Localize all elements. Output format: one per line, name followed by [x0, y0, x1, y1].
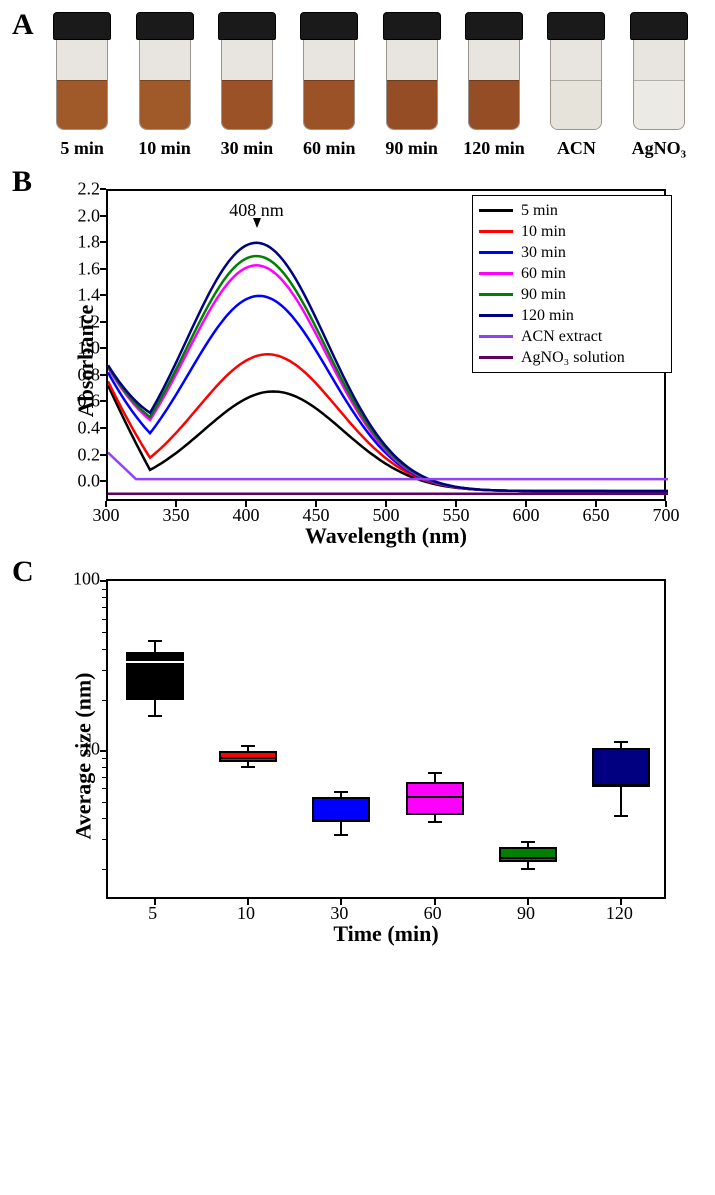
x-tick: 600: [513, 505, 540, 526]
y-tick: 0.0: [40, 471, 100, 492]
y-tick: 2.2: [40, 179, 100, 200]
x-tick: 400: [233, 505, 260, 526]
x-tick: 5: [148, 903, 157, 924]
vial-label: 90 min: [385, 138, 438, 159]
boxplot-box: [312, 797, 370, 822]
x-tick: 30: [330, 903, 348, 924]
vial-label: 120 min: [463, 138, 525, 159]
x-axis-label: Wavelength (nm): [106, 523, 666, 549]
y-tick: 1.8: [40, 232, 100, 253]
vial: 5 min: [44, 12, 120, 159]
legend-item: 30 min: [479, 242, 665, 263]
x-tick: 10: [237, 903, 255, 924]
vial-label: 30 min: [221, 138, 274, 159]
y-tick: 100: [40, 569, 100, 590]
boxplot-box: [219, 751, 277, 762]
x-axis-label-c: Time (min): [106, 921, 666, 947]
y-tick: 0.8: [40, 364, 100, 385]
y-tick: 1.2: [40, 311, 100, 332]
vial: 90 min: [374, 12, 450, 159]
vial-label: AgNO₃: [632, 138, 686, 159]
vial-label: 10 min: [138, 138, 191, 159]
boxplot-box: [499, 847, 557, 862]
y-tick: 1.6: [40, 258, 100, 279]
boxplot-box: [592, 748, 650, 786]
boxplot-box: [126, 652, 184, 699]
x-tick: 700: [653, 505, 680, 526]
panel-a-label: A: [12, 8, 34, 42]
y-tick: 10: [40, 738, 100, 759]
legend-item: 60 min: [479, 263, 665, 284]
y-tick: 2.0: [40, 205, 100, 226]
y-tick: 0.4: [40, 417, 100, 438]
x-tick: 550: [443, 505, 470, 526]
vial-label: ACN: [557, 138, 596, 159]
vial: 120 min: [456, 12, 532, 159]
vial: 60 min: [291, 12, 367, 159]
panel-b-label: B: [12, 165, 32, 199]
vial-label: 60 min: [303, 138, 356, 159]
x-tick: 60: [424, 903, 442, 924]
vial: 10 min: [126, 12, 202, 159]
legend-item: 90 min: [479, 284, 665, 305]
panel-a: A 5 min 10 min 30 min 60 min 90 min 120 min AC…: [0, 0, 715, 165]
figure: A 5 min10 min30 min60 min90 min120 minAC…: [0, 0, 715, 961]
x-tick: 90: [517, 903, 535, 924]
legend-item: ACN extract: [479, 326, 665, 347]
panel-b: B Absorbance Wavelength (nm) 5 min10 min…: [0, 165, 715, 551]
x-tick: 500: [373, 505, 400, 526]
legend-item: 120 min: [479, 305, 665, 326]
legend: 5 min10 min30 min60 min90 min120 minACN …: [472, 195, 672, 373]
absorbance-chart: Absorbance Wavelength (nm) 5 min10 min30…: [30, 171, 690, 551]
y-tick: 1.0: [40, 338, 100, 359]
vial: ACN: [538, 12, 614, 159]
vial-row: 5 min 10 min 30 min 60 min 90 min 120 min ACN A…: [44, 12, 697, 159]
legend-item: 5 min: [479, 200, 665, 221]
y-tick: 0.2: [40, 444, 100, 465]
plot-area-c: [106, 579, 666, 899]
legend-item: AgNO₃ solution: [479, 347, 665, 368]
x-tick: 650: [583, 505, 610, 526]
x-tick: 120: [606, 903, 633, 924]
y-tick: 0.6: [40, 391, 100, 412]
vial: 30 min: [209, 12, 285, 159]
panel-c: C Average size (nm) Time (min) 101005103…: [0, 551, 715, 961]
y-tick: 1.4: [40, 285, 100, 306]
x-tick: 450: [303, 505, 330, 526]
vial-label: 5 min: [60, 138, 104, 159]
x-tick: 350: [163, 505, 190, 526]
legend-item: 10 min: [479, 221, 665, 242]
size-boxplot: Average size (nm) Time (min) 10100510306…: [30, 561, 690, 951]
x-tick: 300: [93, 505, 120, 526]
boxplot-box: [406, 782, 464, 814]
vial: AgNO₃: [621, 12, 697, 159]
